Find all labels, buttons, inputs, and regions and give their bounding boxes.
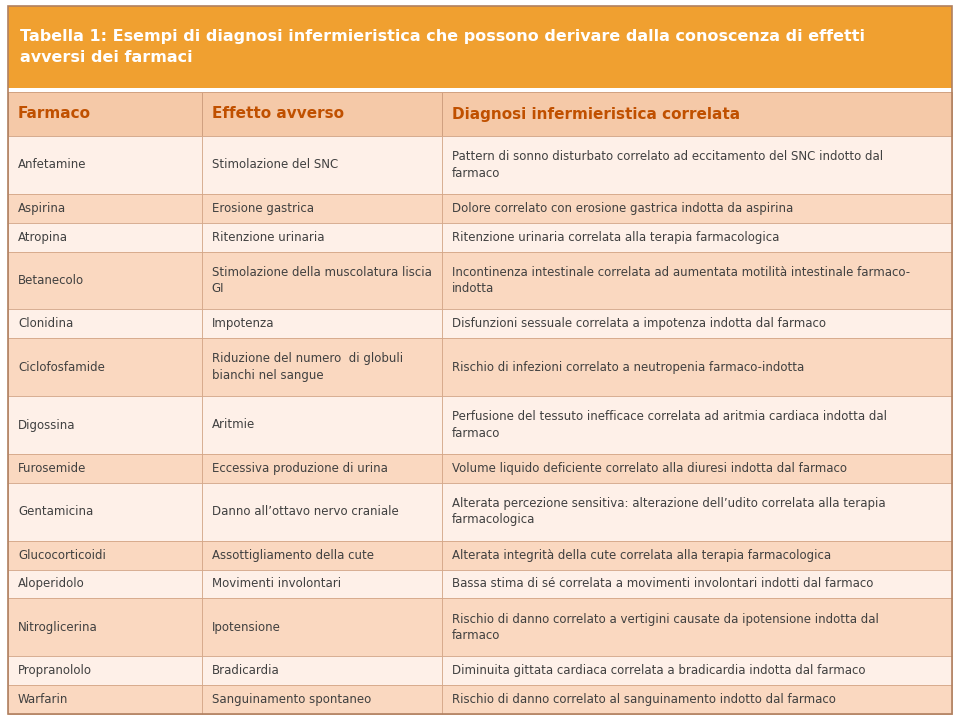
Text: Stimolazione della muscolatura liscia
GI: Stimolazione della muscolatura liscia GI xyxy=(211,266,431,295)
Bar xyxy=(443,685,952,714)
Text: Effetto avverso: Effetto avverso xyxy=(211,107,344,122)
Text: Ipotensione: Ipotensione xyxy=(211,621,280,634)
Bar xyxy=(8,251,202,310)
Text: Bassa stima di sé correlata a movimenti involontari indotti dal farmaco: Bassa stima di sé correlata a movimenti … xyxy=(452,577,874,590)
Text: Rischio di danno correlato al sanguinamento indotto dal farmaco: Rischio di danno correlato al sanguiname… xyxy=(452,693,836,706)
Bar xyxy=(202,396,443,454)
Text: Incontinenza intestinale correlata ad aumentata motilità intestinale farmaco-
in: Incontinenza intestinale correlata ad au… xyxy=(452,266,910,295)
Text: Aloperidolo: Aloperidolo xyxy=(18,577,84,590)
Text: Dolore correlato con erosione gastrica indotta da aspirina: Dolore correlato con erosione gastrica i… xyxy=(452,202,794,215)
Bar xyxy=(443,570,952,598)
Text: Danno all’ottavo nervo craniale: Danno all’ottavo nervo craniale xyxy=(211,505,398,518)
Bar xyxy=(8,310,202,338)
Text: Ritenzione urinaria: Ritenzione urinaria xyxy=(211,230,324,243)
Bar xyxy=(443,396,952,454)
Text: Eccessiva produzione di urina: Eccessiva produzione di urina xyxy=(211,462,388,475)
Bar xyxy=(202,92,443,136)
Bar xyxy=(8,454,202,483)
Text: Stimolazione del SNC: Stimolazione del SNC xyxy=(211,158,338,171)
Bar xyxy=(443,310,952,338)
Text: Aspirina: Aspirina xyxy=(18,202,66,215)
Text: Tabella 1: Esempi di diagnosi infermieristica che possono derivare dalla conosce: Tabella 1: Esempi di diagnosi infermieri… xyxy=(20,29,865,65)
Bar xyxy=(443,541,952,570)
Text: Alterata integrità della cute correlata alla terapia farmacologica: Alterata integrità della cute correlata … xyxy=(452,549,831,562)
Text: Assottigliamento della cute: Assottigliamento della cute xyxy=(211,549,373,562)
Text: Clonidina: Clonidina xyxy=(18,318,73,330)
Bar xyxy=(202,194,443,222)
Text: Rischio di danno correlato a vertigini causate da ipotensione indotta dal
farmac: Rischio di danno correlato a vertigini c… xyxy=(452,613,879,642)
Bar xyxy=(202,483,443,541)
Text: Gentamicina: Gentamicina xyxy=(18,505,93,518)
Bar xyxy=(202,338,443,396)
Bar xyxy=(443,598,952,656)
Text: Volume liquido deficiente correlato alla diuresi indotta dal farmaco: Volume liquido deficiente correlato alla… xyxy=(452,462,848,475)
Bar xyxy=(443,194,952,222)
Text: Atropina: Atropina xyxy=(18,230,68,243)
Bar xyxy=(8,656,202,685)
Bar xyxy=(202,570,443,598)
Bar xyxy=(202,310,443,338)
Bar xyxy=(443,483,952,541)
Bar xyxy=(443,136,952,194)
Text: Digossina: Digossina xyxy=(18,418,76,431)
Text: Betanecolo: Betanecolo xyxy=(18,274,84,287)
Bar xyxy=(443,251,952,310)
Bar xyxy=(202,222,443,251)
Text: Sanguinamento spontaneo: Sanguinamento spontaneo xyxy=(211,693,371,706)
Text: Erosione gastrica: Erosione gastrica xyxy=(211,202,314,215)
Bar xyxy=(443,454,952,483)
Text: Aritmie: Aritmie xyxy=(211,418,254,431)
Bar xyxy=(8,6,952,88)
Bar xyxy=(8,541,202,570)
Text: Movimenti involontari: Movimenti involontari xyxy=(211,577,341,590)
Text: Ritenzione urinaria correlata alla terapia farmacologica: Ritenzione urinaria correlata alla terap… xyxy=(452,230,780,243)
Text: Pattern di sonno disturbato correlato ad eccitamento del SNC indotto dal
farmaco: Pattern di sonno disturbato correlato ad… xyxy=(452,150,883,180)
Text: Impotenza: Impotenza xyxy=(211,318,274,330)
Bar xyxy=(8,396,202,454)
Bar xyxy=(443,338,952,396)
Bar xyxy=(443,656,952,685)
Text: Furosemide: Furosemide xyxy=(18,462,86,475)
Text: Riduzione del numero  di globuli
bianchi nel sangue: Riduzione del numero di globuli bianchi … xyxy=(211,353,402,382)
Text: Anfetamine: Anfetamine xyxy=(18,158,86,171)
Text: Alterata percezione sensitiva: alterazione dell’udito correlata alla terapia
far: Alterata percezione sensitiva: alterazio… xyxy=(452,497,886,526)
Bar xyxy=(8,136,202,194)
Text: Bradicardia: Bradicardia xyxy=(211,664,279,677)
Bar xyxy=(8,92,202,136)
Text: Diminuita gittata cardiaca correlata a bradicardia indotta dal farmaco: Diminuita gittata cardiaca correlata a b… xyxy=(452,664,866,677)
Text: Disfunzioni sessuale correlata a impotenza indotta dal farmaco: Disfunzioni sessuale correlata a impoten… xyxy=(452,318,827,330)
Text: Glucocorticoidi: Glucocorticoidi xyxy=(18,549,106,562)
Bar xyxy=(8,194,202,222)
Bar xyxy=(202,685,443,714)
Bar xyxy=(202,541,443,570)
Text: Rischio di infezioni correlato a neutropenia farmaco-indotta: Rischio di infezioni correlato a neutrop… xyxy=(452,361,804,374)
Text: Ciclofosfamide: Ciclofosfamide xyxy=(18,361,105,374)
Bar xyxy=(8,222,202,251)
Bar xyxy=(443,222,952,251)
Bar xyxy=(8,598,202,656)
Bar xyxy=(8,338,202,396)
Text: Warfarin: Warfarin xyxy=(18,693,68,706)
Bar xyxy=(202,251,443,310)
Bar xyxy=(202,598,443,656)
Bar xyxy=(202,454,443,483)
Bar xyxy=(8,483,202,541)
Bar xyxy=(8,570,202,598)
Text: Propranololo: Propranololo xyxy=(18,664,92,677)
Bar xyxy=(443,92,952,136)
Text: Nitroglicerina: Nitroglicerina xyxy=(18,621,98,634)
Text: Diagnosi infermieristica correlata: Diagnosi infermieristica correlata xyxy=(452,107,740,122)
Text: Perfusione del tessuto inefficace correlata ad aritmia cardiaca indotta dal
farm: Perfusione del tessuto inefficace correl… xyxy=(452,410,887,440)
Bar xyxy=(8,685,202,714)
Text: Farmaco: Farmaco xyxy=(18,107,91,122)
Bar xyxy=(202,136,443,194)
Bar xyxy=(202,656,443,685)
